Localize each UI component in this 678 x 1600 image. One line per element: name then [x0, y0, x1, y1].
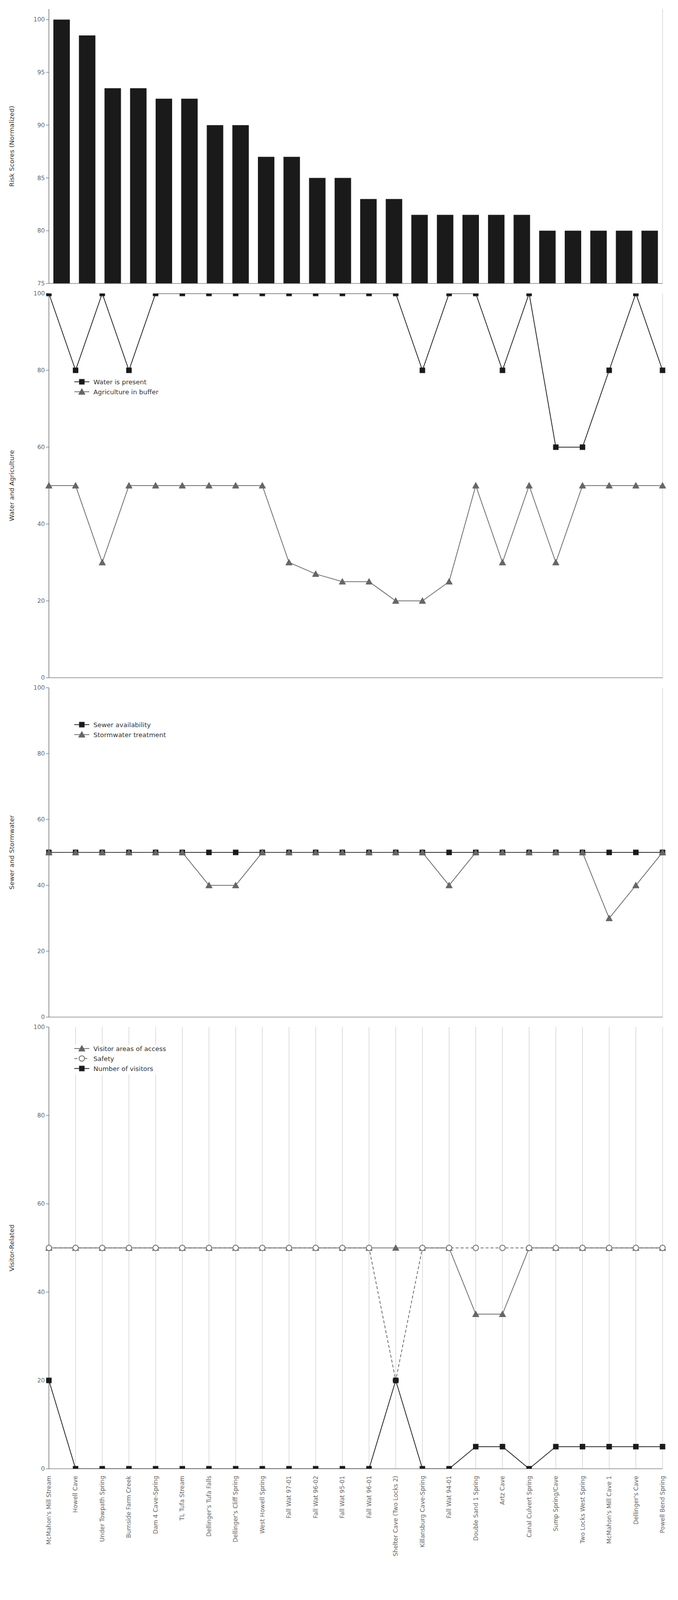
svg-text:20: 20: [37, 1376, 45, 1384]
svg-text:TL Tufa Stream: TL Tufa Stream: [178, 1475, 186, 1521]
svg-text:Risk Scores (Normalized): Risk Scores (Normalized): [7, 105, 16, 187]
html-text:Sewer availability: Sewer availability: [93, 720, 151, 729]
svg-text:100: 100: [33, 1023, 45, 1031]
svg-text:Visitor-Related: Visitor-Related: [7, 1223, 16, 1271]
svg-text:Dellinger's Cave: Dellinger's Cave: [632, 1475, 640, 1525]
svg-text:Howell Cave: Howell Cave: [71, 1475, 79, 1513]
html-text:Number of visitors: Number of visitors: [93, 1064, 154, 1073]
svg-text:100: 100: [33, 683, 45, 691]
svg-text:60: 60: [37, 443, 45, 451]
svg-text:McMahon's Mill Stream: McMahon's Mill Stream: [45, 1475, 53, 1545]
svg-text:40: 40: [37, 520, 45, 528]
svg-text:Dam 4 Cave-Spring: Dam 4 Cave-Spring: [152, 1475, 160, 1534]
svg-text:Dellinger's Tufa Falls: Dellinger's Tufa Falls: [205, 1475, 213, 1537]
svg-text:Fall Wat 94-01: Fall Wat 94-01: [445, 1475, 453, 1518]
svg-text:Canal Culvert Spring: Canal Culvert Spring: [525, 1475, 533, 1538]
svg-text:60: 60: [37, 1199, 45, 1207]
html-text:Stormwater treatment: Stormwater treatment: [93, 730, 166, 739]
svg-text:95: 95: [37, 68, 45, 76]
svg-text:0: 0: [40, 1464, 45, 1472]
svg-text:40: 40: [37, 881, 45, 889]
html-text:Visitor areas of access: Visitor areas of access: [93, 1044, 166, 1053]
html-text:Safety: Safety: [93, 1054, 115, 1063]
svg-text:80: 80: [37, 1111, 45, 1119]
svg-text:Sewer and Stormwater: Sewer and Stormwater: [7, 814, 16, 890]
svg-text:Under Towpath Spring: Under Towpath Spring: [98, 1475, 106, 1542]
svg-text:West Howell Spring: West Howell Spring: [258, 1475, 266, 1534]
svg-text:Powell Bend Spring: Powell Bend Spring: [659, 1475, 667, 1533]
svg-text:Two Locks West Spring: Two Locks West Spring: [579, 1475, 587, 1544]
svg-text:40: 40: [37, 1288, 45, 1296]
svg-text:85: 85: [37, 174, 45, 182]
svg-text:Shelter Cave (Two Locks 2): Shelter Cave (Two Locks 2): [392, 1475, 400, 1557]
svg-text:Fall Wat 95-01: Fall Wat 95-01: [338, 1475, 346, 1518]
svg-text:0: 0: [40, 1013, 45, 1021]
svg-text:80: 80: [37, 749, 45, 757]
html-text:Water is present: Water is present: [93, 378, 147, 386]
svg-text:60: 60: [37, 815, 45, 823]
svg-text:Dellinger's Cliff Spring: Dellinger's Cliff Spring: [231, 1475, 239, 1542]
html-text:Agriculture in buffer: Agriculture in buffer: [93, 388, 159, 396]
svg-text:Water and Agriculture: Water and Agriculture: [7, 450, 16, 522]
svg-text:Artz Cave: Artz Cave: [498, 1475, 506, 1505]
svg-text:75: 75: [37, 279, 45, 287]
svg-text:McMahon's Mill Cave 1: McMahon's Mill Cave 1: [605, 1475, 613, 1544]
svg-text:Fall Wat 97-01: Fall Wat 97-01: [285, 1475, 293, 1518]
svg-text:Killansburg Cave-Spring: Killansburg Cave-Spring: [419, 1475, 427, 1548]
svg-text:0: 0: [40, 674, 45, 681]
svg-text:20: 20: [37, 597, 45, 605]
svg-text:80: 80: [37, 366, 45, 374]
svg-text:Burnside Farm Creek: Burnside Farm Creek: [125, 1475, 133, 1538]
svg-text:80: 80: [37, 226, 45, 234]
svg-text:20: 20: [37, 947, 45, 955]
svg-text:Sump Spring/Cave: Sump Spring/Cave: [552, 1475, 560, 1531]
svg-text:100: 100: [33, 15, 45, 23]
svg-text:Fall Wat 96-01: Fall Wat 96-01: [365, 1475, 373, 1518]
svg-text:Double Sand 1 Spring: Double Sand 1 Spring: [472, 1475, 480, 1541]
svg-text:Fall Wat 96-02: Fall Wat 96-02: [312, 1475, 320, 1518]
svg-text:90: 90: [37, 121, 45, 129]
svg-text:100: 100: [33, 289, 45, 297]
